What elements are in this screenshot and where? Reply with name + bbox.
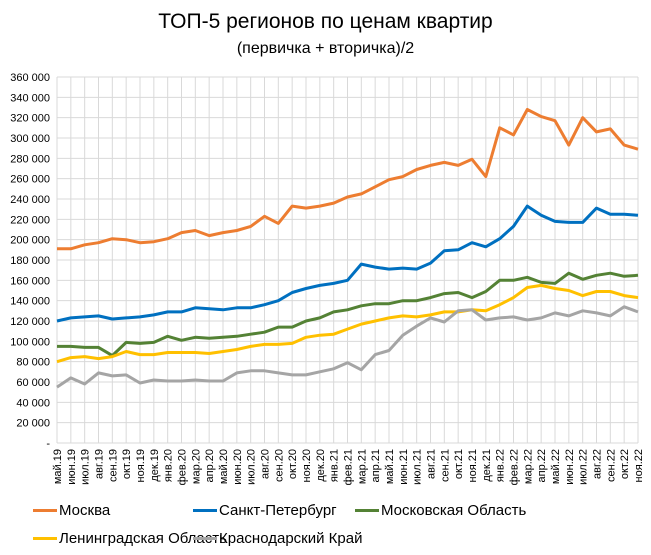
x-tick-label: ноя.19 [135,449,147,482]
y-tick-label: 40 000 [16,397,50,409]
x-tick-label: июл.21 [412,449,424,485]
x-tick-label: апр.21 [370,449,382,482]
x-tick-label: фев.22 [509,449,521,485]
legend-item: Санкт-Петербург [193,502,337,519]
x-tick-label: дек.19 [149,449,161,482]
x-tick-label: май.22 [550,449,562,484]
x-tick-label: фев.20 [177,449,189,485]
x-tick-label: апр.22 [536,449,548,482]
x-tick-label: сен.21 [439,449,451,482]
y-tick-label: 240 000 [10,194,50,206]
y-tick-label: 360 000 [10,72,50,84]
y-tick-label: 120 000 [10,316,50,328]
x-tick-label: апр.20 [204,449,216,482]
legend-swatch [355,509,379,512]
x-tick-label: июл.19 [80,449,92,485]
x-tick-label: июл.20 [246,449,258,485]
x-tick-label: май.21 [384,449,396,484]
x-tick-label: июн.21 [398,449,410,485]
y-tick-label: 140 000 [10,296,50,308]
x-tick-label: ноя.22 [633,449,645,482]
y-tick-label: 160 000 [10,275,50,287]
x-tick-label: май.19 [52,449,64,484]
x-tick-label: авг.19 [94,449,106,479]
x-tick-label: авг.20 [260,449,272,479]
x-tick-label: дек.21 [481,449,493,482]
x-tick-label: июн.19 [66,449,78,485]
x-tick-label: мар.20 [190,449,202,484]
x-tick-label: дек.20 [315,449,327,482]
legend-item: Ленинградская Область [33,530,227,547]
x-tick-label: окт.20 [287,449,299,479]
legend-label: Санкт-Петербург [219,502,337,519]
y-tick-label: 200 000 [10,235,50,247]
x-tick-label: ноя.20 [301,449,313,482]
x-tick-label: июн.20 [232,449,244,485]
legend-label: Краснодарский Край [219,530,363,547]
legend-label: Московская Область [381,502,527,519]
chart-title: ТОП-5 регионов по ценам квартир [158,10,493,33]
x-tick-label: ноя.21 [467,449,479,482]
y-tick-label: 180 000 [10,255,50,267]
y-tick-label: 260 000 [10,174,50,186]
y-tick-label: 220 000 [10,214,50,226]
x-tick-label: сен.19 [107,449,119,482]
x-tick-label: окт.19 [121,449,133,479]
y-tick-label: 60 000 [16,377,50,389]
legend-item: Московская Область [355,502,526,519]
x-tick-label: мар.22 [522,449,534,484]
legend-label: Ленинградская Область [59,530,227,547]
y-tick-label: 100 000 [10,336,50,348]
legend-label: Москва [59,502,111,519]
x-tick-label: фев.21 [343,449,355,485]
x-tick-label: июн.22 [564,449,576,485]
x-tick-label: янв.20 [163,449,175,482]
x-tick-label: окт.21 [453,449,465,479]
x-tick-label: янв.21 [329,449,341,482]
y-tick-label: 340 000 [10,92,50,104]
y-tick-label: 80 000 [16,357,50,369]
legend-item: Москва [33,502,110,519]
chart-subtitle: (первичка + вторичка)/2 [236,40,415,57]
x-tick-label: авг.21 [426,449,438,479]
legend-item: Краснодарский Край [193,530,362,547]
legend-swatch [33,509,57,512]
x-tick-label: май.20 [218,449,230,484]
x-tick-label: авг.22 [592,449,604,479]
x-tick-label: июл.22 [578,449,590,485]
y-tick-label: 300 000 [10,133,50,145]
legend-swatch [33,537,57,540]
x-tick-label: мар.21 [356,449,368,484]
y-tick-label: 20 000 [16,418,50,430]
x-tick-label: сен.22 [605,449,617,482]
x-tick-label: окт.22 [619,449,631,479]
x-tick-label: янв.22 [495,449,507,482]
legend-swatch [193,509,217,512]
y-tick-label: 320 000 [10,113,50,125]
y-tick-label: 280 000 [10,153,50,165]
y-tick-label: - [46,438,50,450]
legend-swatch [193,537,217,540]
x-tick-label: сен.20 [273,449,285,482]
